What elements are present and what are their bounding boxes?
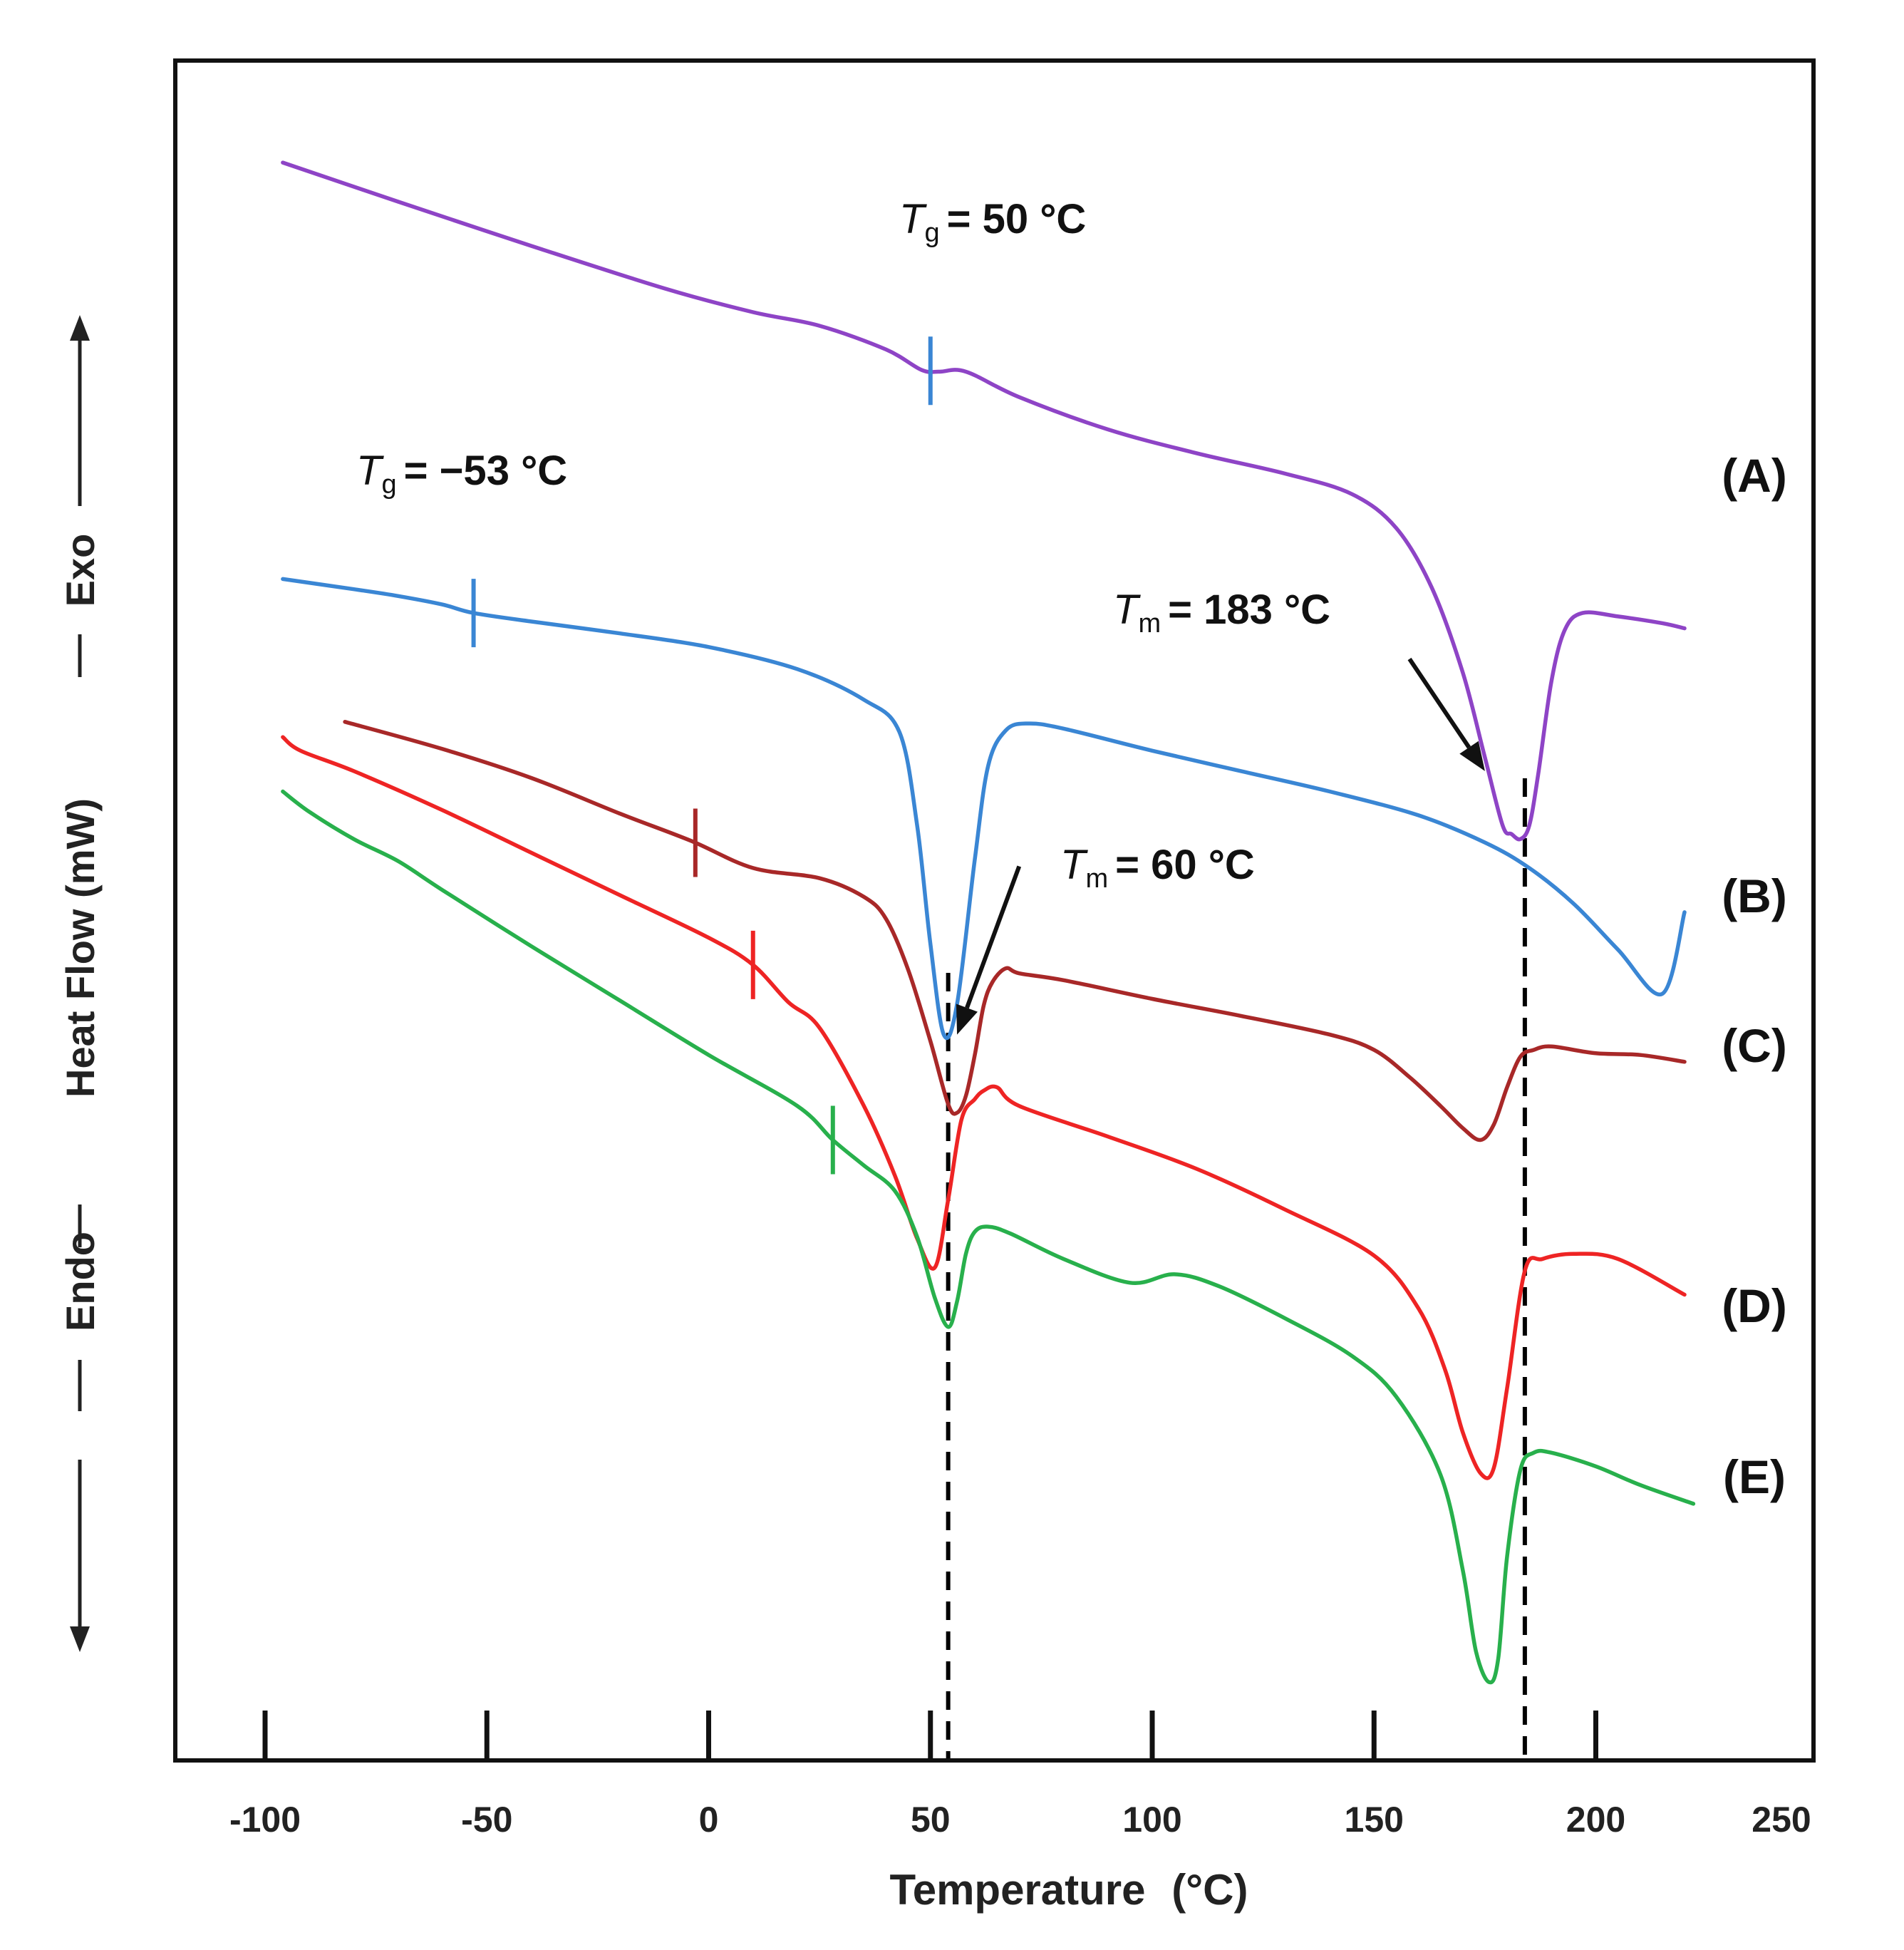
arrow-tm183 bbox=[1407, 657, 1471, 749]
up-arrow-icon bbox=[70, 315, 90, 341]
series-line-b bbox=[281, 577, 1687, 1041]
y-axis-exo-label: Exo bbox=[58, 534, 103, 607]
series-line-d bbox=[281, 735, 1687, 1480]
tg-label-a: Tg = 50 °C bbox=[899, 196, 1086, 248]
series-line-e bbox=[281, 789, 1696, 1685]
series-line-a bbox=[281, 160, 1687, 842]
x-axis-ticks: -100 -50 0 50 100 150 200 250 bbox=[229, 1711, 1811, 1840]
x-axis-unit: (°C) bbox=[1171, 1866, 1248, 1914]
label-tm60: Tm = 60 °C bbox=[1060, 842, 1255, 894]
x-tick-label-0: 0 bbox=[699, 1800, 719, 1840]
x-tick-label--50: -50 bbox=[461, 1800, 512, 1840]
arrowhead-tm183 bbox=[1459, 741, 1485, 771]
plot-frame bbox=[173, 58, 1816, 1763]
series-label-a: (A) bbox=[1722, 449, 1787, 502]
series-label-b: (B) bbox=[1722, 870, 1787, 922]
labels-layer: (A) (B) (C) (D) (E) Tg = 50 °C Tg = −53 °C Tm = 60… bbox=[356, 196, 1787, 1503]
down-arrow-icon bbox=[70, 1626, 90, 1652]
series-label-d: (D) bbox=[1722, 1279, 1787, 1332]
x-tick-label-150: 150 bbox=[1345, 1800, 1404, 1840]
y-axis-title: Endo Heat Flow (mW) Exo bbox=[58, 315, 103, 1652]
tg-markers bbox=[471, 336, 933, 1175]
x-tick-label-200: 200 bbox=[1566, 1800, 1625, 1840]
arrow-tm60 bbox=[965, 865, 1022, 1009]
series-label-e: (E) bbox=[1723, 1450, 1786, 1503]
label-tm183: Tm = 183 °C bbox=[1113, 587, 1330, 639]
x-tick-label-50: 50 bbox=[911, 1800, 951, 1840]
arrowhead-tm60 bbox=[956, 1004, 978, 1035]
x-axis-title: Temperature (°C) bbox=[890, 1866, 1248, 1914]
tg-label-b: Tg = −53 °C bbox=[356, 448, 567, 500]
x-tick-label--100: -100 bbox=[229, 1800, 301, 1840]
x-axis-label: Temperature bbox=[890, 1866, 1146, 1914]
y-axis-endo-label: Endo bbox=[58, 1232, 103, 1331]
annotation-arrows bbox=[956, 657, 1485, 1035]
series-label-c: (C) bbox=[1722, 1019, 1787, 1072]
x-tick-label-100: 100 bbox=[1122, 1800, 1181, 1840]
series-layer bbox=[281, 160, 1696, 1685]
series-line-c bbox=[343, 720, 1687, 1142]
x-tick-label-250: 250 bbox=[1752, 1800, 1811, 1840]
y-axis-heat-flow-label: Heat Flow (mW) bbox=[58, 798, 103, 1098]
